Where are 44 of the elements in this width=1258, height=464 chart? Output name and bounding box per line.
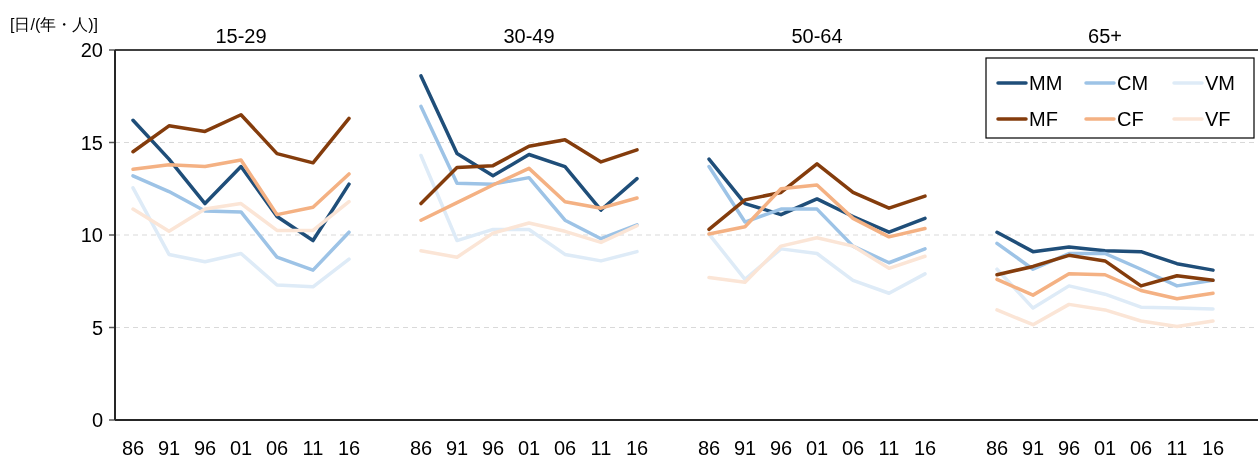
- x-tick-label: 01: [805, 437, 829, 459]
- x-tick-label: 11: [1166, 437, 1188, 459]
- x-tick-label: 11: [302, 437, 324, 459]
- x-tick-label: 01: [229, 437, 253, 459]
- y-tick-label: 20: [80, 39, 103, 61]
- x-tick-label: 86: [985, 437, 1009, 459]
- x-tick-label: 86: [409, 437, 433, 459]
- x-tick-label: 86: [697, 437, 721, 459]
- y-tick-label: 10: [80, 224, 103, 246]
- x-tick-label: 16: [1201, 437, 1225, 459]
- y-tick-label: 15: [80, 131, 103, 154]
- legend-label: MM: [1029, 72, 1063, 94]
- x-tick-label: 96: [481, 437, 505, 459]
- x-tick-label: 96: [1057, 437, 1081, 459]
- x-tick-label: 16: [337, 437, 361, 459]
- x-tick-label: 06: [1129, 437, 1153, 459]
- x-tick-label: 01: [517, 437, 541, 459]
- chart-title: 50-64: [791, 25, 843, 47]
- x-tick-label: 91: [1021, 437, 1045, 459]
- x-tick-label: 96: [193, 437, 217, 459]
- y-axis-title: [日/(年・人)]: [10, 16, 98, 33]
- chart-title: 65+: [1088, 25, 1122, 47]
- x-tick-label: 06: [265, 437, 289, 459]
- x-tick-label: 86: [121, 437, 145, 459]
- x-tick-label: 91: [157, 437, 181, 459]
- legend-label: VF: [1205, 108, 1231, 130]
- legend-label: CM: [1117, 72, 1149, 94]
- x-tick-label: 11: [878, 437, 900, 459]
- chart-title: 15-29: [215, 25, 267, 47]
- x-tick-label: 16: [913, 437, 937, 459]
- legend-label: VM: [1205, 72, 1235, 94]
- x-tick-label: 96: [769, 437, 793, 459]
- x-tick-label: 91: [445, 437, 469, 459]
- legend-label: MF: [1029, 108, 1058, 130]
- x-tick-label: 01: [1093, 437, 1117, 459]
- legend-label: CF: [1117, 108, 1144, 130]
- x-tick-label: 11: [590, 437, 612, 459]
- x-tick-label: 16: [625, 437, 649, 459]
- x-tick-label: 06: [553, 437, 577, 459]
- chart-title: 30-49: [503, 25, 555, 47]
- y-tick-label: 5: [91, 316, 103, 339]
- y-tick-label: 0: [91, 409, 103, 431]
- x-tick-label: 06: [841, 437, 865, 459]
- x-tick-label: 91: [733, 437, 757, 459]
